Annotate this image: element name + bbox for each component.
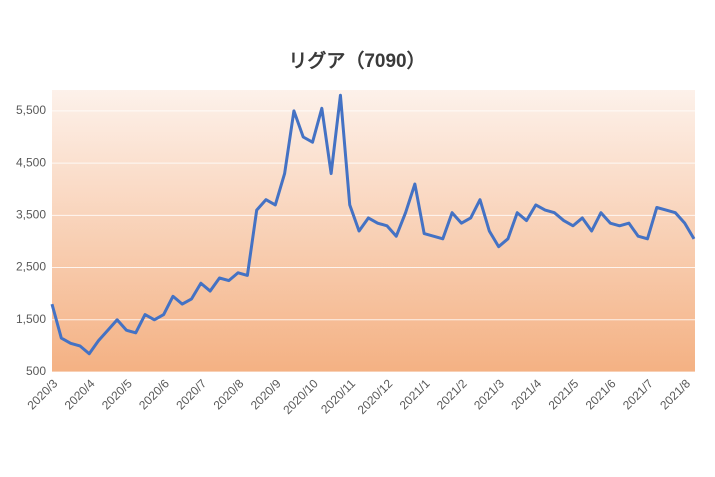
- y-tick-label: 3,500: [16, 208, 46, 222]
- y-tick-label: 500: [26, 364, 46, 378]
- x-tick-label: 2021/1: [397, 376, 433, 412]
- x-tick-label: 2021/8: [657, 376, 693, 412]
- x-tick-label: 2020/5: [99, 376, 135, 412]
- chart-title: リグア（7090）: [288, 49, 425, 72]
- x-tick-label: 2021/2: [434, 376, 470, 412]
- x-tick-label: 2020/11: [318, 376, 358, 416]
- x-tick-label: 2020/4: [62, 376, 98, 412]
- x-tick-label: 2021/4: [508, 376, 544, 412]
- x-tick-label: 2020/12: [355, 376, 396, 417]
- y-tick-label: 1,500: [16, 312, 46, 326]
- x-tick-label: 2021/3: [471, 376, 507, 412]
- x-tick-label: 2021/5: [546, 376, 582, 412]
- x-tick-label: 2020/10: [280, 376, 321, 417]
- y-tick-label: 2,500: [16, 260, 46, 274]
- y-tick-label: 5,500: [16, 103, 46, 117]
- price-line: [50, 93, 696, 356]
- x-tick-label: 2020/6: [136, 376, 172, 412]
- x-tick-label: 2020/3: [25, 376, 61, 412]
- x-tick-label: 2021/7: [620, 376, 656, 412]
- x-tick-label: 2020/7: [173, 376, 209, 412]
- x-tick-label: 2021/6: [583, 376, 619, 412]
- plot-area: [52, 90, 695, 372]
- x-tick-label: 2020/8: [211, 376, 247, 412]
- x-tick-label: 2020/9: [248, 376, 284, 412]
- y-tick-label: 4,500: [16, 155, 46, 169]
